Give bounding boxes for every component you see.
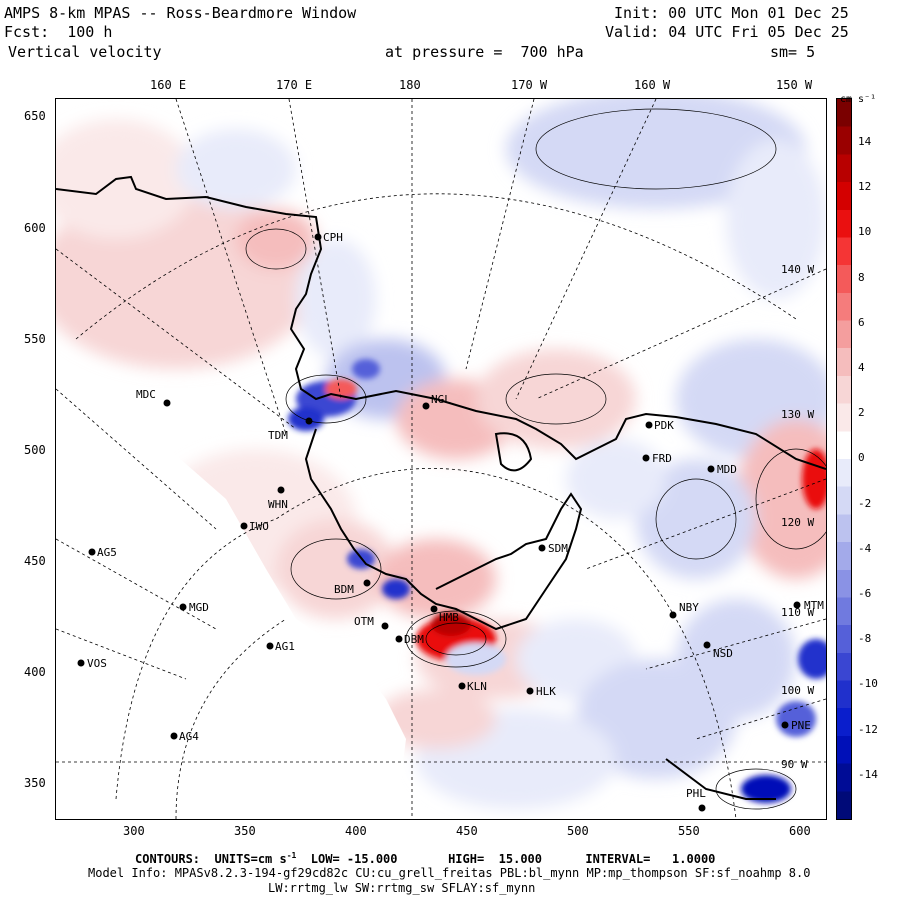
top-axis-label: 170 W <box>511 78 548 92</box>
valid-time: Valid: 04 UTC Fri 05 Dec 25 <box>605 23 849 41</box>
forecast-hour: Fcst: 100 h <box>4 23 113 41</box>
init-time: Init: 00 UTC Mon 01 Dec 25 <box>614 4 849 22</box>
meridian-label: 120 W <box>781 516 814 529</box>
station-label: TDM <box>268 429 288 442</box>
station-label: MDD <box>717 463 737 476</box>
vertical-velocity-map[interactable]: CPH MDC TDM NGL PDK FRD MDD WHN IWO AG5 … <box>55 98 827 820</box>
left-axis-label: 600 <box>24 221 46 235</box>
station-label: PDK <box>654 419 674 432</box>
top-axis-label: 150 W <box>776 78 813 92</box>
top-axis-label: 160 W <box>634 78 671 92</box>
meridian-label: 140 W <box>781 263 814 276</box>
colorbar-tick-label: 12 <box>858 180 872 194</box>
pressure-level: at pressure = 700 hPa <box>385 43 584 61</box>
contour-lines <box>245 108 826 810</box>
top-axis-label: 160 E <box>150 78 187 92</box>
top-axis-label: 180 <box>399 78 421 92</box>
left-axis-label: 650 <box>24 109 46 123</box>
coastline <box>56 175 826 800</box>
station-label: WHN <box>268 498 288 511</box>
smoothing: sm= 5 <box>770 43 816 61</box>
station-label: NSD <box>713 647 733 660</box>
station-label: AG4 <box>179 730 199 743</box>
station-label: HMB <box>439 611 459 624</box>
left-axis-label: 450 <box>24 554 46 568</box>
station-label: MTM <box>804 599 824 612</box>
colorbar-tick-label: 14 <box>858 135 872 148</box>
station-label: DBM <box>404 633 424 646</box>
station-label: CPH <box>323 231 343 244</box>
colorbar-tick-label: 6 <box>858 315 865 329</box>
colorbar-tick-label: 4 <box>858 361 865 374</box>
meridian-label: 100 W <box>781 684 814 697</box>
station-label: HLK <box>536 685 556 698</box>
colorbar-tick-label: 10 <box>858 225 872 239</box>
meridian-label: 110 W <box>781 606 814 619</box>
station-label: PHL <box>686 787 706 800</box>
station-label: OTM <box>354 615 374 628</box>
left-axis-label: 550 <box>24 332 46 346</box>
bottom-axis-label: 500 <box>567 824 589 838</box>
station-label: SDM <box>548 542 568 555</box>
bottom-axis-label: 450 <box>456 824 478 838</box>
station-label: FRD <box>652 452 672 465</box>
colorbar-tick-label: -6 <box>858 587 872 600</box>
station-label: IWO <box>249 520 269 533</box>
station-label: VOS <box>87 657 107 670</box>
bottom-axis-label: 350 <box>234 824 256 838</box>
meridian-label: 90 W <box>781 758 808 771</box>
colorbar-tick-label: -10 <box>858 677 878 691</box>
left-axis-label: 400 <box>24 665 46 679</box>
meridian-label: 130 W <box>781 408 814 421</box>
colorbar-tick-label: -4 <box>858 541 872 555</box>
colorbar <box>836 98 852 820</box>
left-axis-label: 350 <box>24 776 46 790</box>
strong-features <box>288 359 826 803</box>
model-info: Model Info: MPASv8.2.3-194-gf29cd82c CU:… <box>88 866 811 880</box>
station-label: AG5 <box>97 546 117 559</box>
colorbar-tick-label: -2 <box>858 496 872 510</box>
colorbar-unit: cm s⁻¹ <box>840 94 877 105</box>
station-markers <box>77 233 801 812</box>
colorbar-tick-label: -8 <box>858 632 872 646</box>
left-axis-label: 500 <box>24 443 46 457</box>
station-label: PNE <box>791 719 811 732</box>
station-label: BDM <box>334 583 354 596</box>
bottom-axis-label: 600 <box>789 824 811 838</box>
graticule <box>56 99 826 819</box>
bottom-axis-label: 400 <box>345 824 367 838</box>
station-label: NBY <box>679 601 699 614</box>
map-title: AMPS 8-km MPAS -- Ross-Beardmore Window <box>4 4 357 22</box>
model-info-physics: LW:rrtmg_lw SW:rrtmg_sw SFLAY:sf_mynn <box>268 881 536 895</box>
top-axis-label: 170 E <box>276 78 313 92</box>
station-label: MGD <box>189 601 209 614</box>
station-label: MDC <box>136 388 156 401</box>
field-name: Vertical velocity <box>8 43 162 61</box>
colorbar-tick-label: -14 <box>858 767 878 781</box>
station-label: AG1 <box>275 640 295 653</box>
bottom-axis-label: 300 <box>123 824 145 838</box>
colorbar-tick-label: 2 <box>858 406 865 420</box>
colorbar-tick-label: 8 <box>858 270 865 284</box>
bottom-axis-label: 550 <box>678 824 700 838</box>
contours-info: CONTOURS: UNITS=cm s-1 LOW= -15.000 HIGH… <box>135 851 716 866</box>
colorbar-tick-label: -12 <box>858 722 878 736</box>
station-label: NGL <box>431 393 451 406</box>
colorbar-tick-label: 0 <box>858 451 865 465</box>
station-label: KLN <box>467 680 487 693</box>
